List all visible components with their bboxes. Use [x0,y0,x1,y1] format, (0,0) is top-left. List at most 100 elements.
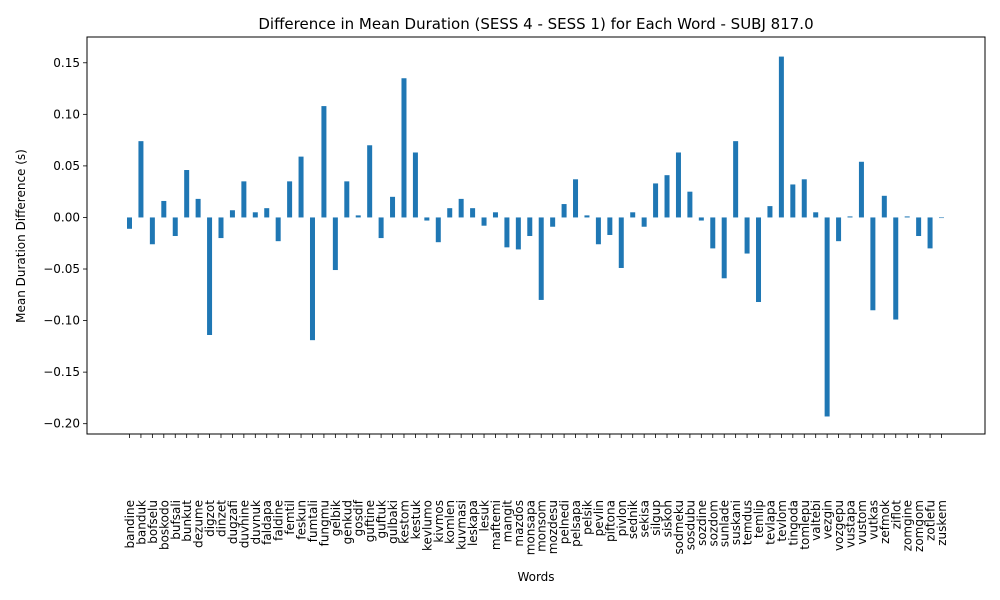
bar-mazdos [515,217,521,250]
x-tick-label: mazdos [512,500,526,547]
x-tick-label: genkud [340,500,354,544]
y-axis-label: Mean Duration Difference (s) [14,149,28,323]
bar-silgup [653,183,659,218]
x-tick-label: bufsali [169,500,183,540]
y-tick-label: 0.05 [53,159,80,173]
bar-vozgepu [836,217,842,242]
bar-tingoda [790,184,796,218]
x-tick-label: zotlefu [924,500,938,541]
bar-temlip [756,217,762,303]
x-tick-label: lesuk [478,500,492,532]
x-tick-label: duvnuk [249,500,263,545]
bar-siskoh [664,175,670,218]
bar-duvhine [241,181,247,218]
bar-sosdubu [687,191,693,218]
bar-zomgine [904,216,910,218]
bar-pelsapa [573,179,579,218]
x-tick-label: dinzet [214,500,228,537]
bar-bunkut [184,170,190,218]
x-tick-label: zefmok [878,500,892,544]
y-tick-label: −0.10 [43,314,80,328]
bar-suskani [733,141,739,218]
bar-kevlumo [424,217,430,221]
x-tick-label: temlip [752,500,766,538]
x-tick-label: mangit [500,500,514,543]
bar-guftine [367,145,373,218]
x-tick-label: fungmu [317,500,331,546]
x-tick-label: guftine [363,500,377,542]
bar-pelnedi [561,204,567,218]
bar-leskapa [470,208,476,218]
x-tick-label: piftona [603,500,617,542]
bar-sozdine [698,217,704,221]
bar-ziflot [893,217,899,320]
x-tick-label: zomgom [912,500,926,552]
x-tick-label: boskodo [157,500,171,550]
x-tick-label: faldine [272,500,286,541]
x-tick-label: monsapa [523,500,537,555]
x-tick-label: gulbaki [386,500,400,544]
bar-kivmos [435,217,441,243]
bar-pelsik [584,215,590,218]
x-tick-label: kestuk [409,500,423,539]
y-tick-label: −0.05 [43,262,80,276]
bar-sednik [630,212,636,218]
x-tick-label: vustapa [844,500,858,548]
x-tick-label: digzot [203,500,217,537]
x-tick-label: tingoda [786,500,800,546]
bar-zuskem [939,217,944,219]
x-tick-label: siskoh [661,500,675,537]
bar-monsapa [527,217,533,237]
bar-tevlom [778,56,784,218]
x-tick-label: pelsik [580,500,594,535]
chart-title: Difference in Mean Duration (SESS 4 - SE… [258,15,813,33]
x-tick-label: monsom [535,500,549,552]
bar-genkud [344,181,350,218]
y-tick-label: 0.15 [53,56,80,70]
x-tick-label: banduk [134,500,148,545]
x-tick-label: dugzafi [226,500,240,544]
x-tick-label: suskani [729,500,743,545]
bar-banduk [138,141,144,218]
x-tick-label: vezgin [821,500,835,539]
bar-faldapa [264,208,270,218]
y-tick-label: −0.20 [43,417,80,431]
bar-piftona [607,217,613,235]
x-tick-label: tevlapa [763,500,777,545]
bar-maftemi [492,212,498,218]
x-tick-label: tevlom [775,500,789,542]
bar-fumtali [309,217,315,341]
bar-pivlon [618,217,624,268]
x-tick-label: fumtali [306,500,320,542]
x-tick-label: bandine [123,500,137,549]
x-tick-label: pelnedi [558,500,572,544]
x-tick-label: vutkas [866,500,880,540]
bar-mozdesu [550,217,556,227]
bar-vustom [858,161,864,218]
x-tick-label: zomgine [901,500,915,551]
bar-bandine [127,217,132,229]
x-tick-label: leskapa [466,500,480,546]
x-tick-label: guftuk [375,500,389,539]
bar-bufsali [172,217,178,237]
plot-frame [86,36,986,435]
bar-faldine [275,217,281,242]
bar-digzot [207,217,213,335]
bar-femtil [287,181,293,218]
x-tick-label: vustom [855,500,869,545]
bar-sunlade [721,217,727,279]
bar-mangit [504,217,510,248]
bar-bofselu [149,217,155,245]
bar-zefmok [881,195,887,218]
x-tick-label: mozdesu [546,500,560,554]
x-tick-label: ziflot [889,500,903,530]
bar-dinzet [218,217,224,239]
bar-kuvmasi [458,198,464,218]
bar-valtebi [813,212,819,218]
x-tick-label: bunkut [180,500,194,542]
y-tick-label: 0.10 [53,107,80,121]
x-tick-label: gosdif [352,499,366,536]
bar-sozdom [710,217,716,249]
